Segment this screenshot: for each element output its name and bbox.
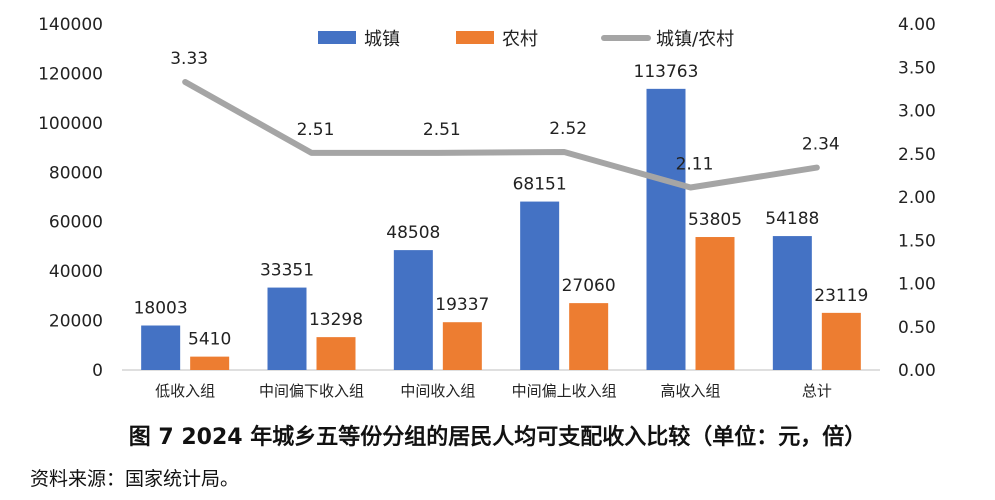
y-left-tick-label: 60000 xyxy=(49,213,103,233)
y-right-tick-label: 2.50 xyxy=(898,145,936,165)
y-right-tick-label: 2.00 xyxy=(898,188,936,208)
data-label-rural: 13298 xyxy=(309,310,363,330)
y-left-tick-label: 20000 xyxy=(49,312,103,332)
bar-rural xyxy=(569,303,609,370)
bar-rural xyxy=(695,237,735,370)
data-label-rural: 23119 xyxy=(814,286,868,306)
legend-swatch xyxy=(318,31,356,44)
income-comparison-chart: 0 20000 40000 60000 80000 100000 120000 140000 0… xyxy=(38,15,936,400)
bar-urban xyxy=(646,88,686,371)
bar-rural xyxy=(316,337,356,370)
ratio-data-label: 3.33 xyxy=(170,49,208,69)
legend-label: 农村 xyxy=(502,29,538,50)
ratio-data-label: 2.34 xyxy=(802,135,840,155)
bar-urban xyxy=(141,325,181,370)
data-label-rural: 5410 xyxy=(188,330,231,350)
y-left-tick-label: 140000 xyxy=(38,15,103,35)
y-right-tick-label: 0.00 xyxy=(898,361,936,381)
data-label-urban: 113763 xyxy=(634,62,699,82)
ratio-data-label: 2.11 xyxy=(676,154,714,174)
bar-urban xyxy=(520,201,560,370)
bar-rural xyxy=(190,356,230,370)
legend-swatch xyxy=(456,31,494,44)
x-category-label: 中间偏下收入组 xyxy=(259,382,364,400)
y-right-tick-label: 3.50 xyxy=(898,58,936,78)
data-label-rural: 53805 xyxy=(688,210,742,230)
bar-rural xyxy=(821,312,861,370)
y-right-tick-label: 1.00 xyxy=(898,275,936,295)
x-category-label: 中间收入组 xyxy=(400,382,475,400)
bar-rural xyxy=(442,322,482,370)
bar-urban xyxy=(267,287,307,370)
y-right-tick-label: 3.00 xyxy=(898,102,936,122)
y-left-tick-label: 100000 xyxy=(38,114,103,134)
data-label-rural: 27060 xyxy=(562,276,616,296)
y-right-tick-label: 4.00 xyxy=(898,15,936,35)
legend-label: 城镇 xyxy=(364,29,400,50)
data-label-urban: 54188 xyxy=(765,209,819,229)
x-category-label: 低收入组 xyxy=(155,382,215,400)
data-label-rural: 19337 xyxy=(435,295,489,315)
y-right-tick-label: 0.50 xyxy=(898,318,936,338)
y-right-tick-label: 1.50 xyxy=(898,231,936,251)
data-label-urban: 68151 xyxy=(513,175,567,195)
x-category-label: 总计 xyxy=(802,382,832,400)
data-label-urban: 48508 xyxy=(386,223,440,243)
bar-urban xyxy=(772,236,812,370)
source-note: 资料来源：国家统计局。 xyxy=(30,468,240,490)
data-label-urban: 18003 xyxy=(134,299,188,319)
ratio-data-label: 2.51 xyxy=(297,120,335,140)
data-label-urban: 33351 xyxy=(260,261,314,281)
y-left-tick-label: 0 xyxy=(92,361,103,381)
y-left-tick-label: 80000 xyxy=(49,163,103,183)
y-left-tick-label: 40000 xyxy=(49,262,103,282)
x-category-label: 中间偏上收入组 xyxy=(512,382,617,400)
legend-label: 城镇/农村 xyxy=(656,29,734,50)
y-left-tick-label: 120000 xyxy=(38,64,103,84)
ratio-data-label: 2.52 xyxy=(549,119,587,139)
figure-caption: 图 7 2024 年城乡五等份分组的居民人均可支配收入比较（单位：元，倍） xyxy=(128,425,867,450)
x-category-label: 高收入组 xyxy=(660,382,720,400)
ratio-data-label: 2.51 xyxy=(423,120,461,140)
bar-urban xyxy=(393,250,433,370)
ratio-line xyxy=(182,78,820,191)
